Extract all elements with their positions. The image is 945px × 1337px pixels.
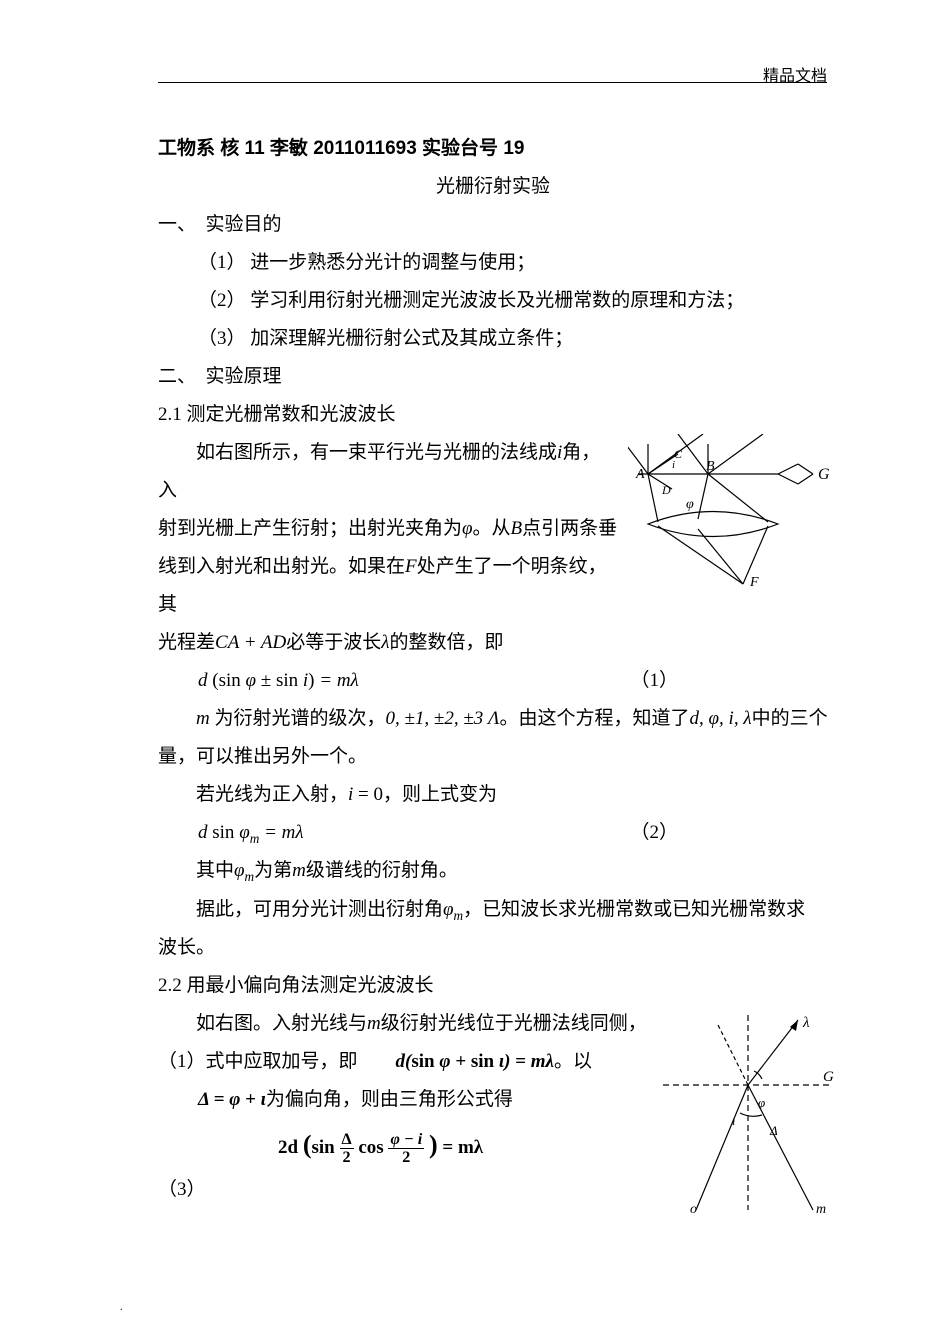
section-2-2-heading: 2.2 用最小偏向角法测定光波波长: [158, 967, 828, 1005]
svg-text:i: i: [732, 1114, 735, 1128]
txt: 射到光栅上产生衍射；出射光夹角为: [158, 518, 462, 539]
eq-i0: i = 0: [348, 784, 383, 805]
txt: ，已知波长求光栅常数或已知光栅常数求: [463, 899, 805, 920]
svg-text:λ: λ: [802, 1015, 810, 1031]
svg-text:F: F: [749, 575, 759, 590]
sec22-p3: Δ = φ + ι为偏向角，则由三角形公式得: [158, 1081, 658, 1119]
svg-text:o: o: [690, 1202, 697, 1215]
var-m: m: [196, 708, 210, 729]
sec22-p2: （1）式中应取加号，即 d(sin φ + sin ι) = mλ。以: [158, 1043, 658, 1081]
sec21-p6: 量，可以推出另外一个。: [158, 738, 828, 776]
figure-2-min-deviation-diagram: G λ o m φ Δ: [658, 1015, 838, 1215]
sec22-text: 如右图。入射光线与m级衍射光线位于光栅法线同侧， （1）式中应取加号，即 d(s…: [158, 1005, 658, 1209]
svg-text:A: A: [635, 467, 645, 482]
sec21-p10: 波长。: [158, 929, 828, 967]
txt: 为偏向角，则由三角形公式得: [266, 1089, 513, 1110]
txt: 为第: [254, 860, 292, 881]
txt: 的整数倍，即: [390, 632, 504, 653]
svg-text:φ: φ: [758, 1095, 765, 1110]
sec21-wrap: 如右图所示，有一束平行光与光栅的法线成i角，入 射到光栅上产生衍射；出射光夹角为…: [158, 434, 828, 662]
sec22-wrap: 如右图。入射光线与m级衍射光线位于光栅法线同侧， （1）式中应取加号，即 d(s…: [158, 1005, 828, 1209]
document-body: 工物系 核 11 李敏 2011011693 实验台号 19 光栅衍射实验 一、…: [158, 130, 828, 1209]
txt: （1）式中应取加号，即: [158, 1051, 358, 1072]
sec21-p9: 据此，可用分光计测出衍射角φm，已知波长求光栅常数或已知光栅常数求: [158, 891, 828, 929]
txt: 级谱线的衍射角。: [306, 860, 458, 881]
vars: d, φ, i, λ: [690, 708, 752, 729]
equation-2: d sin φm = mλ （2）: [158, 814, 678, 852]
txt: 点引两条垂: [522, 518, 617, 539]
svg-text:i: i: [672, 459, 675, 471]
delta-def: Δ = φ + ι: [198, 1089, 266, 1110]
var-phi: φ: [462, 518, 473, 539]
txt: 光程差: [158, 632, 215, 653]
txt: 如右图所示，有一束平行光与光栅的法线成: [196, 442, 557, 463]
eq1-num: （1）: [630, 662, 678, 700]
var-ca-ad: CA + AD: [215, 632, 286, 653]
txt: 若光线为正入射，: [196, 784, 348, 805]
txt: 据此，可用分光计测出衍射角: [196, 899, 443, 920]
sec21-p8: 其中φm为第m级谱线的衍射角。: [158, 852, 828, 890]
sec1-item-1: （1） 进一步熟悉分光计的调整与使用；: [158, 244, 828, 282]
var-lambda: λ: [381, 632, 389, 653]
svg-text:G: G: [818, 466, 830, 483]
equation-1: d (sin φ ± sin i) = mλ （1）: [158, 662, 678, 700]
eq1-math: d (sin φ ± sin i) = mλ: [198, 662, 359, 700]
txt: 为衍射光谱的级次，: [210, 708, 386, 729]
txt: 必等于波长: [286, 632, 381, 653]
txt: 如右图。入射光线与: [196, 1013, 367, 1034]
svg-text:Δ: Δ: [769, 1123, 778, 1138]
txt: 线到入射光和出射光。如果在: [158, 556, 405, 577]
svg-text:m: m: [816, 1202, 826, 1215]
txt: 。由这个方程，知道了: [500, 708, 690, 729]
section-2-1-heading: 2.1 测定光栅常数和光波波长: [158, 396, 828, 434]
eq2-num: （2）: [630, 814, 678, 852]
txt: 级衍射光线位于光栅法线同侧，: [381, 1013, 647, 1034]
var-B: B: [511, 518, 523, 539]
txt: ，则上式变为: [383, 784, 497, 805]
sec22-p1: 如右图。入射光线与m级衍射光线位于光栅法线同侧，: [158, 1005, 658, 1043]
var-F: F: [405, 556, 417, 577]
phim2: φm: [443, 899, 463, 920]
m2: m: [292, 860, 306, 881]
eq2-math: d sin φm = mλ: [198, 814, 304, 852]
section-1-heading: 一、 实验目的: [158, 206, 828, 244]
var-m2: m: [367, 1013, 381, 1034]
txt: 。以: [554, 1051, 592, 1072]
footer-dot: .: [120, 1302, 123, 1313]
section-2-heading: 二、 实验原理: [158, 358, 828, 396]
page: 精品文档 工物系 核 11 李敏 2011011693 实验台号 19 光栅衍射…: [0, 0, 945, 1337]
sec1-item-2: （2） 学习利用衍射光栅测定光波波长及光栅常数的原理和方法；: [158, 282, 828, 320]
equation-3: 2d (sin Δ2 cos φ − i2 ) = mλ: [158, 1119, 658, 1171]
sec21-p2: 射到光栅上产生衍射；出射光夹角为φ。从B点引两条垂: [158, 510, 618, 548]
header-rule: [158, 82, 827, 83]
sec21-p1: 如右图所示，有一束平行光与光栅的法线成i角，入: [158, 434, 618, 510]
txt: 。从: [473, 518, 511, 539]
seq: 0, ±1, ±2, ±3 Λ: [386, 708, 500, 729]
sec21-p4: 光程差CA + AD必等于波长λ的整数倍，即: [158, 624, 618, 662]
phim: φm: [234, 860, 254, 881]
eq22-inline: d(sin φ + sin ι) = mλ: [396, 1051, 554, 1072]
figure-1-grating-diagram: G A B C D i φ: [628, 434, 838, 594]
doc-title: 光栅衍射实验: [158, 168, 828, 206]
svg-text:G: G: [823, 1069, 834, 1085]
sec21-text: 如右图所示，有一束平行光与光栅的法线成i角，入 射到光栅上产生衍射；出射光夹角为…: [158, 434, 618, 662]
sec21-p7: 若光线为正入射，i = 0，则上式变为: [158, 776, 828, 814]
txt: 中的三个: [752, 708, 828, 729]
sec21-p5: m 为衍射光谱的级次，0, ±1, ±2, ±3 Λ。由这个方程，知道了d, φ…: [158, 700, 828, 738]
sec21-p3: 线到入射光和出射光。如果在F处产生了一个明条纹，其: [158, 548, 618, 624]
header-author-line: 工物系 核 11 李敏 2011011693 实验台号 19: [158, 130, 828, 168]
sec1-item-3: （3） 加深理解光栅衍射公式及其成立条件；: [158, 320, 828, 358]
svg-text:φ: φ: [686, 497, 694, 512]
eq3-num: （3）: [158, 1171, 658, 1209]
txt: 其中: [196, 860, 234, 881]
